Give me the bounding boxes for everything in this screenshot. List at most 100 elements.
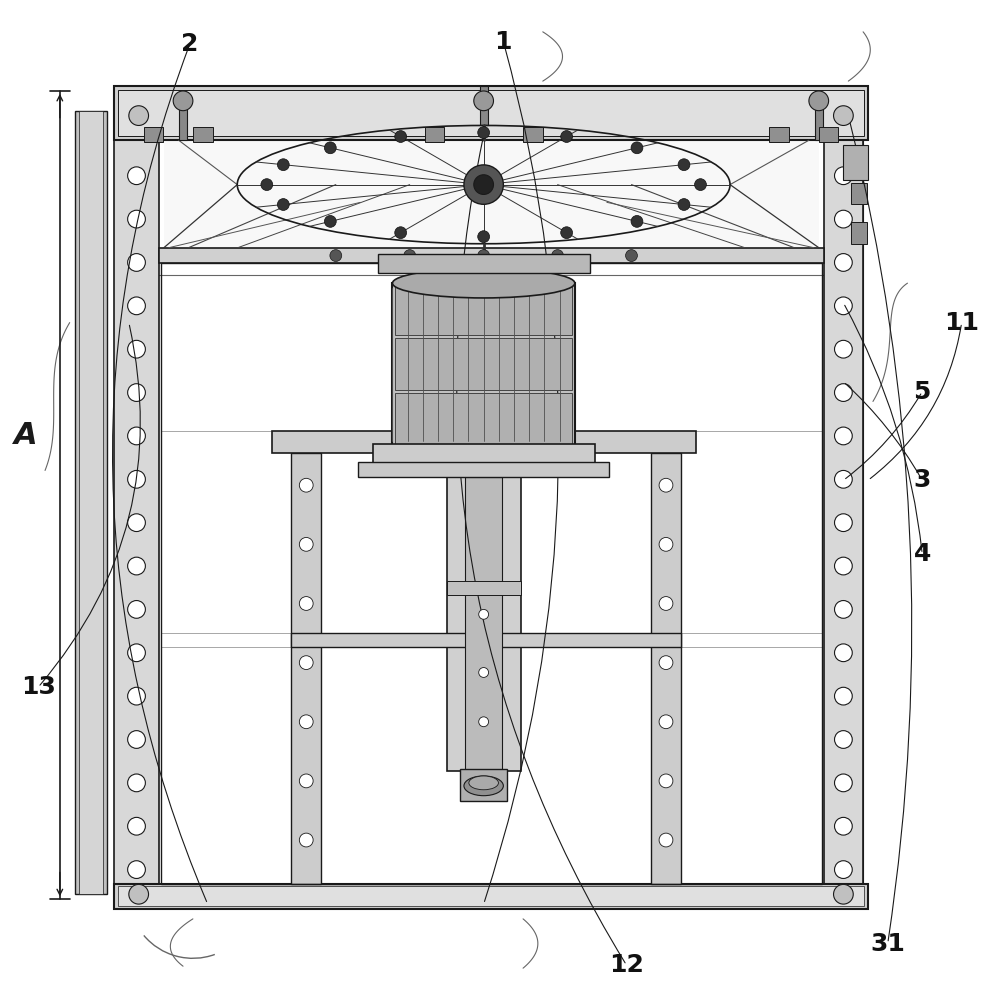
- Circle shape: [677, 159, 689, 171]
- Circle shape: [299, 774, 313, 788]
- Circle shape: [659, 597, 672, 610]
- Circle shape: [834, 817, 851, 835]
- Circle shape: [299, 833, 313, 847]
- Bar: [818, 127, 838, 142]
- Circle shape: [659, 774, 672, 788]
- Bar: [79, 111, 104, 894]
- Ellipse shape: [468, 776, 498, 790]
- Circle shape: [127, 774, 145, 792]
- Circle shape: [127, 340, 145, 358]
- Text: 2: 2: [181, 32, 198, 56]
- Bar: [119, 91, 862, 904]
- Circle shape: [834, 644, 851, 662]
- Circle shape: [560, 131, 572, 142]
- Circle shape: [127, 861, 145, 878]
- Circle shape: [127, 297, 145, 315]
- Bar: [447, 477, 520, 771]
- Circle shape: [834, 210, 851, 228]
- Circle shape: [834, 340, 851, 358]
- Circle shape: [463, 165, 503, 204]
- Circle shape: [834, 731, 851, 748]
- Bar: [159, 248, 823, 263]
- Bar: [114, 86, 867, 909]
- Circle shape: [473, 175, 493, 194]
- Circle shape: [694, 179, 706, 191]
- Bar: [118, 90, 863, 136]
- Circle shape: [127, 817, 145, 835]
- Circle shape: [834, 861, 851, 878]
- Circle shape: [659, 478, 672, 492]
- Circle shape: [127, 601, 145, 618]
- Bar: [424, 127, 444, 142]
- Bar: [378, 254, 589, 273]
- Circle shape: [394, 131, 406, 142]
- Circle shape: [809, 91, 828, 111]
- Circle shape: [477, 250, 489, 261]
- Circle shape: [127, 514, 145, 532]
- Circle shape: [630, 142, 642, 154]
- Circle shape: [127, 254, 145, 271]
- Bar: [114, 91, 159, 904]
- Circle shape: [659, 715, 672, 729]
- Bar: [850, 222, 866, 244]
- Ellipse shape: [392, 268, 574, 298]
- Circle shape: [677, 199, 689, 210]
- Circle shape: [277, 159, 289, 171]
- Bar: [523, 127, 542, 142]
- Circle shape: [834, 254, 851, 271]
- Circle shape: [127, 731, 145, 748]
- Circle shape: [324, 215, 336, 227]
- Circle shape: [834, 774, 851, 792]
- Circle shape: [834, 601, 851, 618]
- Bar: [118, 886, 863, 906]
- Bar: [823, 91, 862, 904]
- Bar: [479, 86, 487, 125]
- Circle shape: [834, 384, 851, 401]
- Bar: [192, 127, 212, 142]
- Circle shape: [477, 127, 489, 138]
- Bar: [114, 884, 867, 909]
- Text: 5: 5: [913, 380, 930, 404]
- Bar: [395, 338, 571, 390]
- Circle shape: [277, 199, 289, 210]
- Circle shape: [478, 668, 488, 677]
- Circle shape: [477, 231, 489, 243]
- Circle shape: [173, 91, 192, 111]
- Circle shape: [834, 297, 851, 315]
- Circle shape: [630, 215, 642, 227]
- Circle shape: [834, 514, 851, 532]
- Circle shape: [551, 250, 563, 261]
- Bar: [119, 96, 154, 899]
- Bar: [392, 283, 574, 446]
- Circle shape: [329, 250, 341, 261]
- Text: 13: 13: [21, 675, 55, 699]
- Circle shape: [834, 687, 851, 705]
- Circle shape: [478, 609, 488, 619]
- Circle shape: [834, 167, 851, 185]
- Text: 11: 11: [944, 311, 978, 335]
- Bar: [395, 393, 571, 444]
- Circle shape: [834, 470, 851, 488]
- Circle shape: [127, 644, 145, 662]
- Circle shape: [625, 250, 637, 261]
- Circle shape: [260, 179, 272, 191]
- Bar: [274, 433, 692, 450]
- Circle shape: [129, 884, 148, 904]
- Circle shape: [299, 537, 313, 551]
- Circle shape: [560, 227, 572, 239]
- Circle shape: [834, 427, 851, 445]
- Bar: [291, 453, 320, 884]
- Circle shape: [659, 537, 672, 551]
- Circle shape: [659, 656, 672, 670]
- Circle shape: [127, 427, 145, 445]
- Bar: [178, 101, 186, 140]
- Bar: [850, 183, 866, 204]
- Text: A: A: [14, 421, 37, 450]
- Text: 31: 31: [870, 932, 904, 956]
- Circle shape: [129, 106, 148, 125]
- Bar: [373, 444, 594, 464]
- Bar: [843, 145, 867, 180]
- Bar: [295, 453, 317, 884]
- Text: 4: 4: [913, 542, 930, 566]
- Bar: [655, 453, 676, 884]
